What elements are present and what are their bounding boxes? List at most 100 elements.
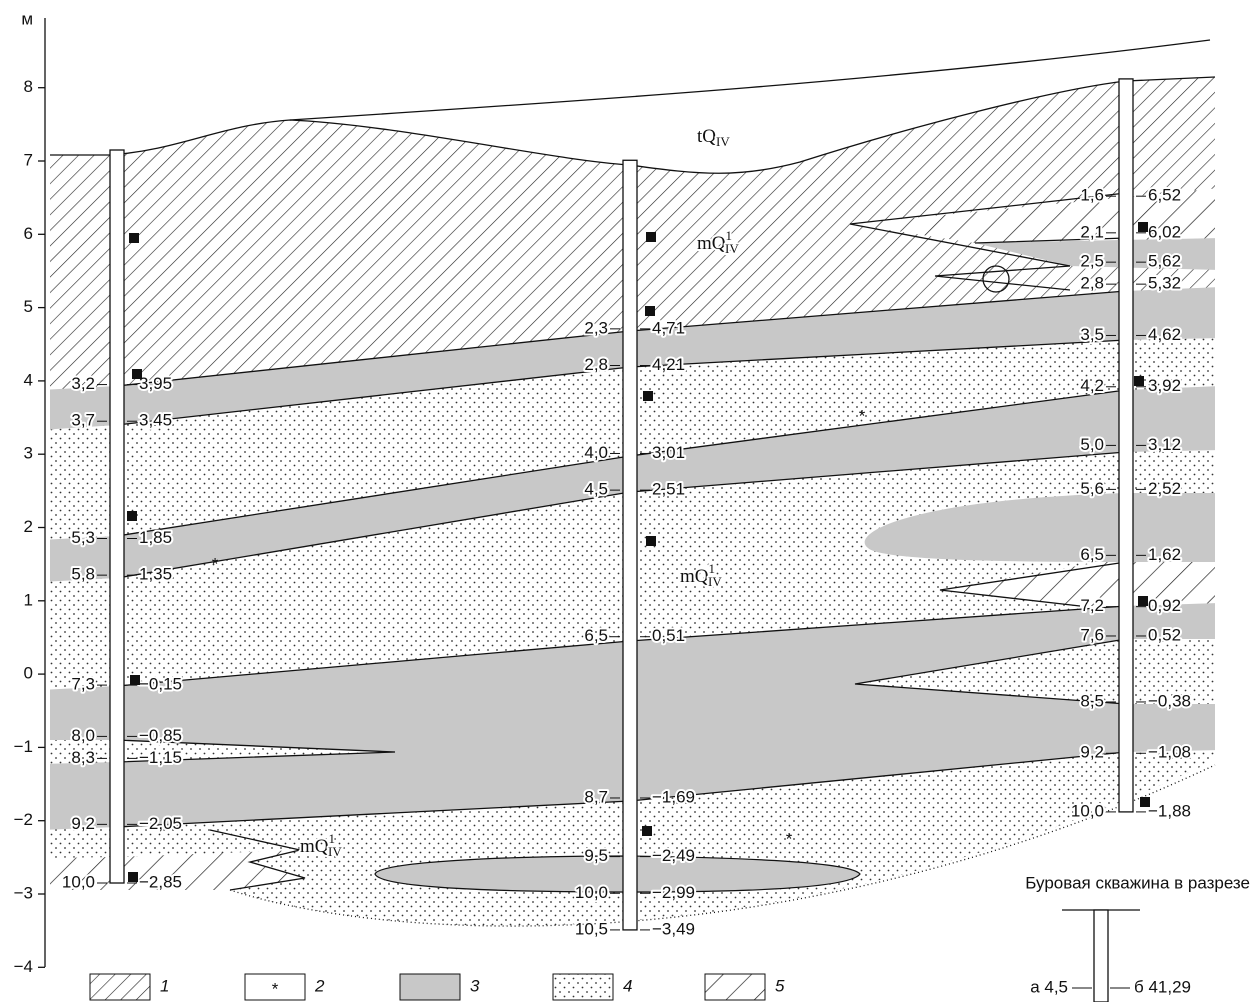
elevation-label: −1,08 xyxy=(1148,743,1191,762)
legend-label: 3 xyxy=(470,976,480,995)
legend-label: 5 xyxy=(775,976,785,995)
fossil: * xyxy=(212,554,219,573)
elevation-label: −1,69 xyxy=(652,787,695,806)
depth-label: 3,7 xyxy=(71,411,95,430)
elevation-label: −0,85 xyxy=(139,726,182,745)
depth-label: 5,3 xyxy=(71,528,95,547)
index: mQ xyxy=(697,233,726,254)
elevation-label: −2,49 xyxy=(652,846,695,865)
elevation-label: 3,92 xyxy=(1148,376,1181,395)
subscript: IV xyxy=(716,134,730,149)
depth-label: 10,0 xyxy=(575,883,608,902)
depth-label: 2,8 xyxy=(1080,274,1104,293)
elevation-label: −2,05 xyxy=(139,814,182,833)
elevation-label: 3,01 xyxy=(652,443,685,462)
legend-swatch xyxy=(553,974,613,1000)
sample xyxy=(1140,797,1150,807)
elevation-label: 4,62 xyxy=(1148,325,1181,344)
depth-label: 8,7 xyxy=(584,787,608,806)
depth-label: 7,3 xyxy=(71,675,95,694)
elevation-key: б 41,29 xyxy=(1134,977,1191,996)
legend-label: 2 xyxy=(314,976,325,995)
borehole xyxy=(110,150,124,883)
silt-lens xyxy=(375,856,860,892)
borehole-legend-title: Буровая скважина в разрезе xyxy=(1025,873,1250,892)
legend-symbol: * xyxy=(272,979,279,998)
axis-unit: м xyxy=(21,9,33,28)
elevation-label: 3,45 xyxy=(139,411,172,430)
y-tick-label: −4 xyxy=(14,957,33,976)
elevation-label: 5,32 xyxy=(1148,274,1181,293)
sample xyxy=(1134,376,1144,386)
elevation-label: −2,99 xyxy=(652,883,695,902)
y-tick-label: 8 xyxy=(24,77,33,96)
elevation-label: 6,02 xyxy=(1148,222,1181,241)
elevation-label: 0,51 xyxy=(652,626,685,645)
y-tick-label: 3 xyxy=(24,444,33,463)
index: tQ xyxy=(697,126,716,147)
elevation-label: −1,15 xyxy=(139,748,182,767)
elevation-label: 0,92 xyxy=(1148,596,1181,615)
geologic-section: м 876543210−1−2−3−4 3,23,953,73,455,31,8… xyxy=(0,0,1259,1002)
borehole-symbol xyxy=(1094,910,1108,1002)
legend: 1 * 2 3 4 5 xyxy=(90,974,785,1000)
elevation-label: 1,62 xyxy=(1148,545,1181,564)
y-tick-label: −2 xyxy=(14,810,33,829)
elevation-label: 3,95 xyxy=(139,374,172,393)
depth-label: 5,0 xyxy=(1080,435,1104,454)
fossil: * xyxy=(859,406,866,425)
elevation-label: 4,21 xyxy=(652,355,685,374)
elevation-label: 1,85 xyxy=(139,528,172,547)
y-tick-label: 6 xyxy=(24,224,33,243)
depth-label: 3,5 xyxy=(1080,325,1104,344)
depth-label: 9,2 xyxy=(71,814,95,833)
sample xyxy=(129,233,139,243)
y-tick-label: −3 xyxy=(14,883,33,902)
depth-label: 4,0 xyxy=(584,443,608,462)
sample xyxy=(1138,596,1148,606)
legend-swatch xyxy=(705,974,765,1000)
depth-label: 2,3 xyxy=(584,318,608,337)
y-tick-label: 4 xyxy=(24,370,33,389)
depth-label: 7,2 xyxy=(1080,596,1104,615)
y-tick-label: 7 xyxy=(24,150,33,169)
y-tick-label: 2 xyxy=(24,517,33,536)
elevation-label: 0,52 xyxy=(1148,625,1181,644)
sample xyxy=(1138,222,1148,232)
subscript: IV xyxy=(328,844,342,859)
depth-label: 3,2 xyxy=(71,374,95,393)
sample xyxy=(643,391,653,401)
sample xyxy=(646,536,656,546)
legend-label: 4 xyxy=(623,976,632,995)
elevation-label: −0,15 xyxy=(139,675,182,694)
depth-label: 10,0 xyxy=(62,872,95,891)
index: mQ xyxy=(300,836,329,857)
borehole xyxy=(1119,79,1133,812)
depth-label: 9,2 xyxy=(1080,743,1104,762)
depth-label: 6,5 xyxy=(1080,545,1104,564)
elevation-label: 6,52 xyxy=(1148,186,1181,205)
depth-label: 4,2 xyxy=(1080,376,1104,395)
depth-label: 8,3 xyxy=(71,748,95,767)
subscript: IV xyxy=(725,241,739,256)
borehole-legend: Буровая скважина в разрезе а 4,5 б 41,29 xyxy=(1025,873,1250,1002)
elevation-label: 3,12 xyxy=(1148,435,1181,454)
elevation-label: −1,88 xyxy=(1148,801,1191,820)
depth-label: 10,0 xyxy=(1071,801,1104,820)
elevation-label: −0,38 xyxy=(1148,691,1191,710)
legend-swatch xyxy=(90,974,150,1000)
elevation-label: 4,71 xyxy=(652,318,685,337)
depth-label: 2,1 xyxy=(1080,222,1104,241)
subscript: IV xyxy=(708,574,722,589)
fossil: * xyxy=(786,829,793,848)
sample xyxy=(132,369,142,379)
depth-label: 5,8 xyxy=(71,565,95,584)
y-tick-label: 5 xyxy=(24,297,33,316)
elevation-label: 1,35 xyxy=(139,565,172,584)
depth-label: 10,5 xyxy=(575,919,608,938)
y-tick-label: −1 xyxy=(14,737,33,756)
sample xyxy=(645,306,655,316)
index: mQ xyxy=(680,566,709,587)
borehole xyxy=(623,160,637,930)
